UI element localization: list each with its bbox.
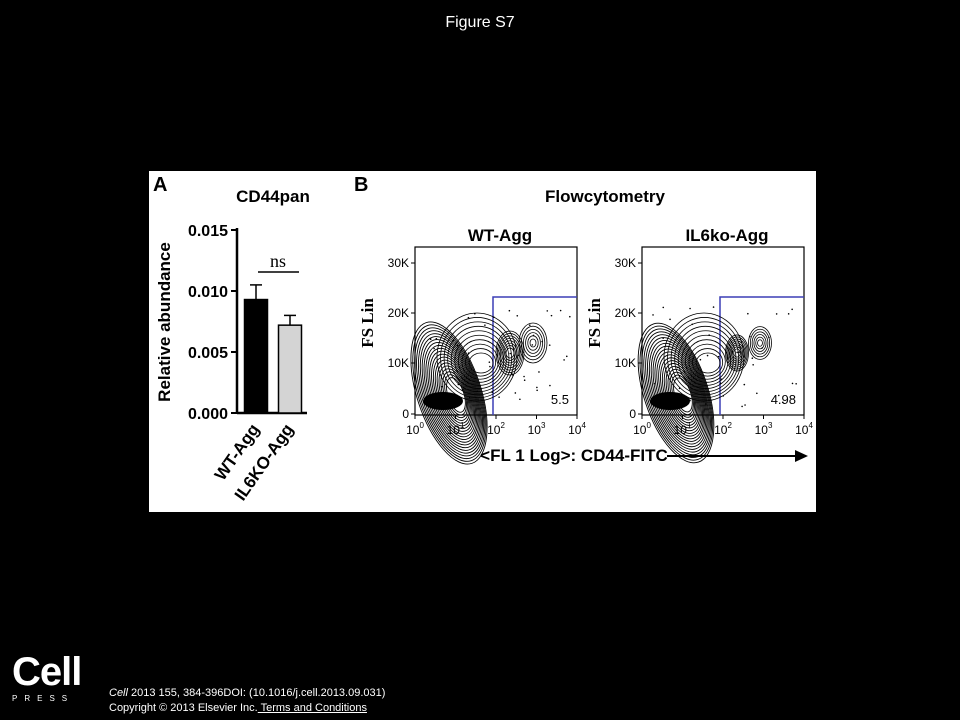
- flow-x-tick-label: 102: [487, 421, 505, 437]
- citation-line: Cell 2013 155, 384-396DOI: (10.1016/j.ce…: [109, 686, 385, 701]
- contour-density: [410, 309, 571, 465]
- flow-plot-title: WT-Agg: [468, 226, 532, 245]
- citation-details: 2013 155, 384-396DOI: (10.1016/j.cell.20…: [127, 687, 386, 699]
- copyright-text: Copyright © 2013 Elsevier Inc.: [109, 702, 258, 714]
- y-tick-label: 0.010: [188, 284, 228, 301]
- figure-panel: A CD44pan Relative abundance 0.000 0.005 0…: [149, 171, 816, 512]
- flow-x-tick-exponent: 2: [500, 421, 505, 430]
- copyright-line: Copyright © 2013 Elsevier Inc. Terms and…: [109, 701, 385, 716]
- flow-y-tick-label: 20K: [615, 306, 636, 320]
- flow-x-tick-exponent: 3: [541, 421, 546, 430]
- panel-b-letter: B: [354, 174, 368, 196]
- gate: [492, 296, 577, 415]
- y-tick-label: 0.015: [188, 223, 228, 240]
- flow-x-tick-exponent: 0: [646, 421, 651, 430]
- flow-x-tick-label: 103: [755, 421, 773, 437]
- y-tick-label: 0.005: [188, 345, 228, 362]
- flow-x-tick-label: 104: [795, 421, 813, 437]
- contour-density: [637, 306, 797, 464]
- figure-svg: A CD44pan Relative abundance 0.000 0.005 0…: [153, 174, 813, 504]
- flow-y-tick-label: 30K: [615, 256, 636, 270]
- cell-press-logo: Cell PRESS: [12, 652, 82, 708]
- gate-percentage: 4.98: [771, 392, 796, 407]
- panel-a-title: CD44pan: [236, 187, 310, 206]
- bar: [243, 298, 269, 414]
- flow-x-tick-exponent: 4: [581, 421, 586, 430]
- y-tick-label: 0.000: [188, 406, 228, 423]
- flow-y-axis-label: FS Lin: [585, 298, 604, 348]
- terms-link[interactable]: Terms and Conditions: [257, 702, 367, 714]
- flow-plot-title: IL6ko-Agg: [685, 226, 768, 245]
- plot-frame: [414, 246, 578, 416]
- flow-x-tick-label: 100: [406, 421, 424, 437]
- flow-y-axis-label: FS Lin: [358, 298, 377, 348]
- logo-press: PRESS: [12, 694, 75, 703]
- flow-y-tick-label: 30K: [388, 256, 409, 270]
- flow-x-tick-exponent: 3: [768, 421, 773, 430]
- gate: [719, 296, 804, 415]
- flow-y-tick-label: 0: [402, 407, 409, 421]
- citation: Cell 2013 155, 384-396DOI: (10.1016/j.ce…: [109, 686, 385, 716]
- flow-y-tick-label: 10K: [388, 356, 409, 370]
- flow-x-tick-exponent: 4: [808, 421, 813, 430]
- flow-x-axis-label: <FL 1 Log>: CD44-FITC: [480, 446, 668, 465]
- significance-label: ns: [270, 251, 286, 271]
- flow-y-tick-label: 20K: [388, 306, 409, 320]
- flow-x-tick-exponent: 0: [419, 421, 424, 430]
- plot-frame: [641, 246, 805, 416]
- flow-x-tick-label: 102: [714, 421, 732, 437]
- flow-x-tick-label: 104: [568, 421, 586, 437]
- gate-percentage: 5.5: [551, 392, 569, 407]
- page-title: Figure S7: [445, 14, 515, 31]
- flow-x-tick-exponent: 2: [727, 421, 732, 430]
- bar-y-axis-label: Relative abundance: [155, 242, 174, 402]
- logo-word: Cell: [12, 650, 82, 694]
- flow-y-tick-label: 0: [629, 407, 636, 421]
- citation-journal: Cell: [109, 687, 128, 699]
- panel-a-letter: A: [153, 174, 167, 196]
- panel-b-title: Flowcytometry: [545, 187, 666, 206]
- flow-x-tick-label: 103: [528, 421, 546, 437]
- flow-x-tick-label: 100: [633, 421, 651, 437]
- flow-y-tick-label: 10K: [615, 356, 636, 370]
- x-axis-arrow: [667, 450, 808, 462]
- bar: [277, 324, 303, 414]
